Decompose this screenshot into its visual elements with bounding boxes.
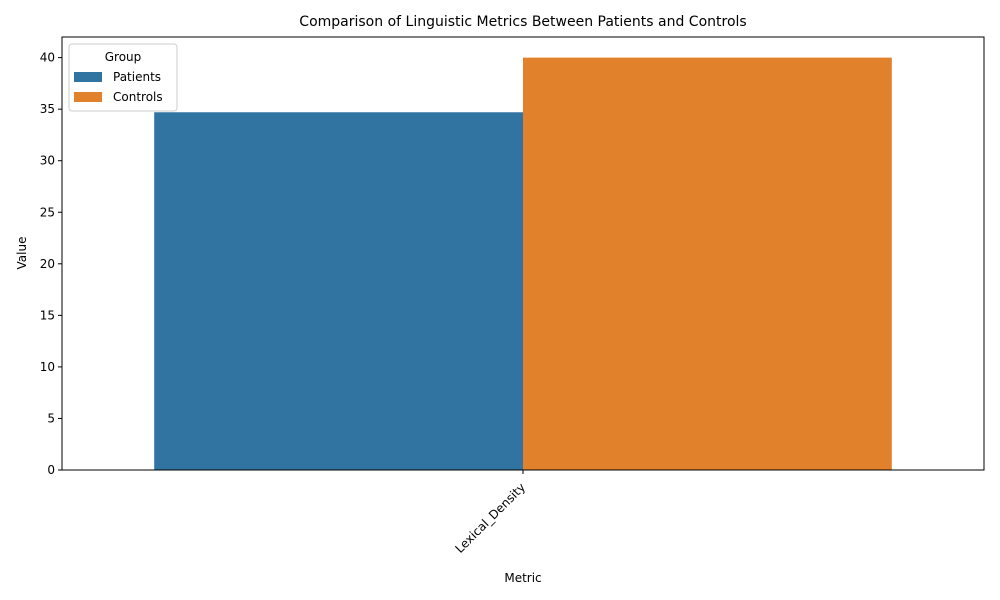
legend-label-patients: Patients bbox=[113, 70, 161, 84]
y-tick-label: 5 bbox=[47, 411, 55, 425]
x-tick-label: Lexical_Density bbox=[452, 480, 528, 556]
x-axis: Lexical_Density bbox=[452, 470, 528, 556]
x-axis-label: Metric bbox=[504, 571, 541, 585]
y-tick-label: 25 bbox=[40, 205, 55, 219]
y-axis-label: Value bbox=[15, 237, 29, 270]
legend-title: Group bbox=[105, 50, 142, 64]
legend-items: Patients Controls bbox=[74, 70, 163, 104]
y-tick-label: 15 bbox=[40, 308, 55, 322]
y-tick-label: 20 bbox=[40, 257, 55, 271]
bar-patients bbox=[154, 112, 523, 470]
y-tick-label: 35 bbox=[40, 102, 55, 116]
y-tick-label: 30 bbox=[40, 154, 55, 168]
y-tick-label: 40 bbox=[40, 51, 55, 65]
y-tick-label: 10 bbox=[40, 360, 55, 374]
chart-title: Comparison of Linguistic Metrics Between… bbox=[299, 14, 746, 30]
legend: Group Patients Controls bbox=[68, 43, 178, 112]
y-axis: 0 5 10 15 20 25 30 35 40 bbox=[40, 51, 62, 477]
legend-swatch-patients bbox=[74, 72, 102, 82]
legend-label-controls: Controls bbox=[113, 90, 163, 104]
bars-group bbox=[154, 57, 892, 471]
bar-controls bbox=[523, 57, 892, 471]
y-tick-label: 0 bbox=[47, 463, 55, 477]
plot-frame bbox=[61, 36, 985, 471]
legend-swatch-controls bbox=[74, 92, 102, 102]
